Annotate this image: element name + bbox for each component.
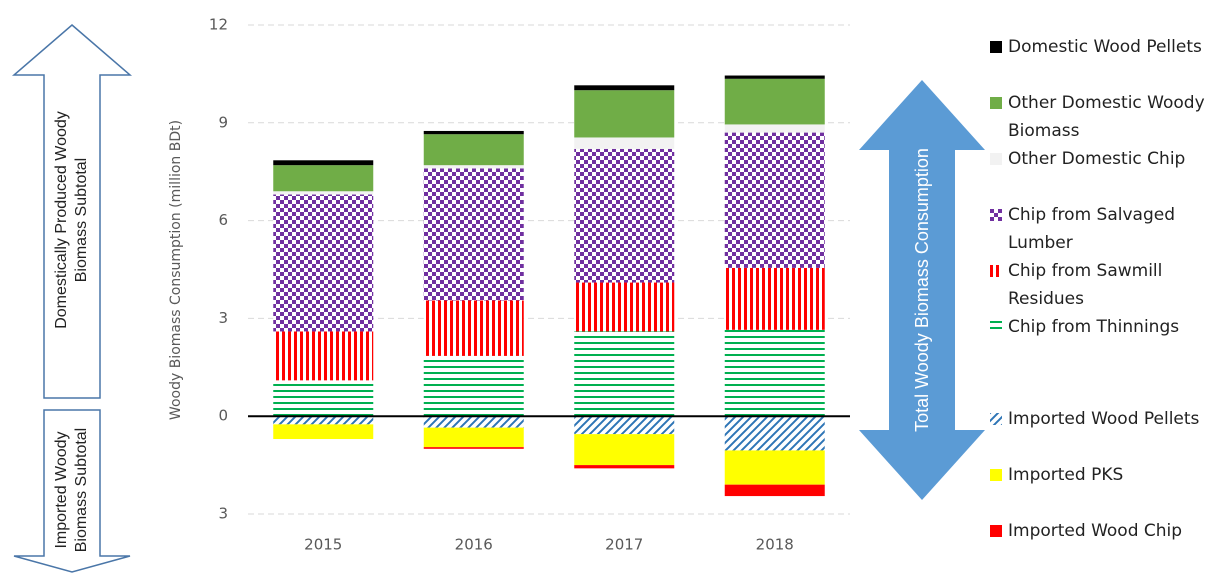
y-tick-label: 6 <box>218 211 228 229</box>
bar-segment <box>724 78 825 125</box>
bar-segment <box>273 380 374 417</box>
x-tick-label: 2018 <box>756 536 794 554</box>
legend-label: Chip from Salvaged Lumber <box>1008 205 1175 253</box>
bar-segment <box>574 85 675 91</box>
y-axis-label: Woody Biomass Consumption (million BDt) <box>168 120 184 420</box>
domestic-arrow <box>11 24 133 399</box>
y-tick-label: 3 <box>218 505 228 523</box>
x-tick-label: 2016 <box>455 536 493 554</box>
bar-segment <box>423 165 524 169</box>
annotation-text: Domestically Produced Woody Biomass Subt… <box>53 111 90 329</box>
legend-label: Imported Wood Pellets <box>1008 409 1200 429</box>
legend-label: Other Domestic Woody Biomass <box>1008 93 1205 141</box>
legend-label: Chip from Thinnings <box>1008 317 1180 337</box>
bar-segment <box>574 282 675 332</box>
x-tick-label: 2017 <box>605 536 643 554</box>
bar-segment <box>724 132 825 268</box>
bar-segment <box>423 168 524 301</box>
bar-segment <box>574 148 675 283</box>
legend-swatch <box>990 469 1002 481</box>
bar-segment <box>574 465 675 469</box>
bar-segment <box>724 267 825 330</box>
bar-segment <box>423 300 524 356</box>
y-tick-label: 0 <box>218 407 228 425</box>
bar-segment <box>273 191 374 195</box>
bar-segment <box>574 416 675 435</box>
annotation: Domestically Produced Woody Biomass Subt… <box>52 45 92 395</box>
bar-segment <box>423 427 524 448</box>
y-tick-label: 9 <box>218 113 228 131</box>
bar-segment <box>273 165 374 192</box>
legend-swatch <box>990 97 1002 109</box>
y-tick-label: 12 <box>209 16 228 34</box>
legend-swatch <box>990 209 1002 221</box>
annotation-text: Imported Woody Biomass Subtotal <box>53 427 90 553</box>
bar-segment <box>724 484 825 497</box>
legend-label: Other Domestic Chip <box>1008 149 1186 169</box>
legend-swatch <box>990 413 1002 425</box>
legend-label: Imported PKS <box>1008 465 1124 485</box>
x-tick-label: 2015 <box>304 536 342 554</box>
bar-segment <box>574 137 675 149</box>
annotation: Total Woody Biomass Consumption <box>912 148 932 432</box>
bar-segment <box>423 447 524 449</box>
annotation: Imported Woody Biomass Subtotal <box>52 410 92 570</box>
bar-segment <box>724 75 825 79</box>
legend-swatch <box>990 321 1002 333</box>
bar-segment <box>423 130 524 135</box>
bar-segment <box>574 90 675 138</box>
total-arrow <box>859 80 985 500</box>
bar-segment <box>574 331 675 417</box>
legend-label: Domestic Wood Pellets <box>1008 37 1202 57</box>
bar-segment <box>423 355 524 417</box>
bar-segment <box>423 416 524 428</box>
bar-segment <box>273 194 374 332</box>
legend-swatch <box>990 525 1002 537</box>
bar-segment <box>574 434 675 466</box>
bar-segment <box>423 134 524 166</box>
bar-segment <box>273 331 374 381</box>
legend-swatch <box>990 41 1002 53</box>
bar-segment <box>273 424 374 440</box>
y-tick-label: 3 <box>218 309 228 327</box>
bar-segment <box>273 160 374 166</box>
legend-swatch <box>990 153 1002 165</box>
bar-segment <box>724 329 825 417</box>
bar-segment <box>724 124 825 133</box>
bar-segment <box>724 416 825 451</box>
legend-label: Imported Wood Chip <box>1008 521 1183 541</box>
bar-segment <box>273 416 374 425</box>
legend-swatch <box>990 265 1002 277</box>
legend-label: Chip from Sawmill Residues <box>1008 261 1163 309</box>
bar-segment <box>724 450 825 485</box>
imported-arrow <box>13 409 131 573</box>
